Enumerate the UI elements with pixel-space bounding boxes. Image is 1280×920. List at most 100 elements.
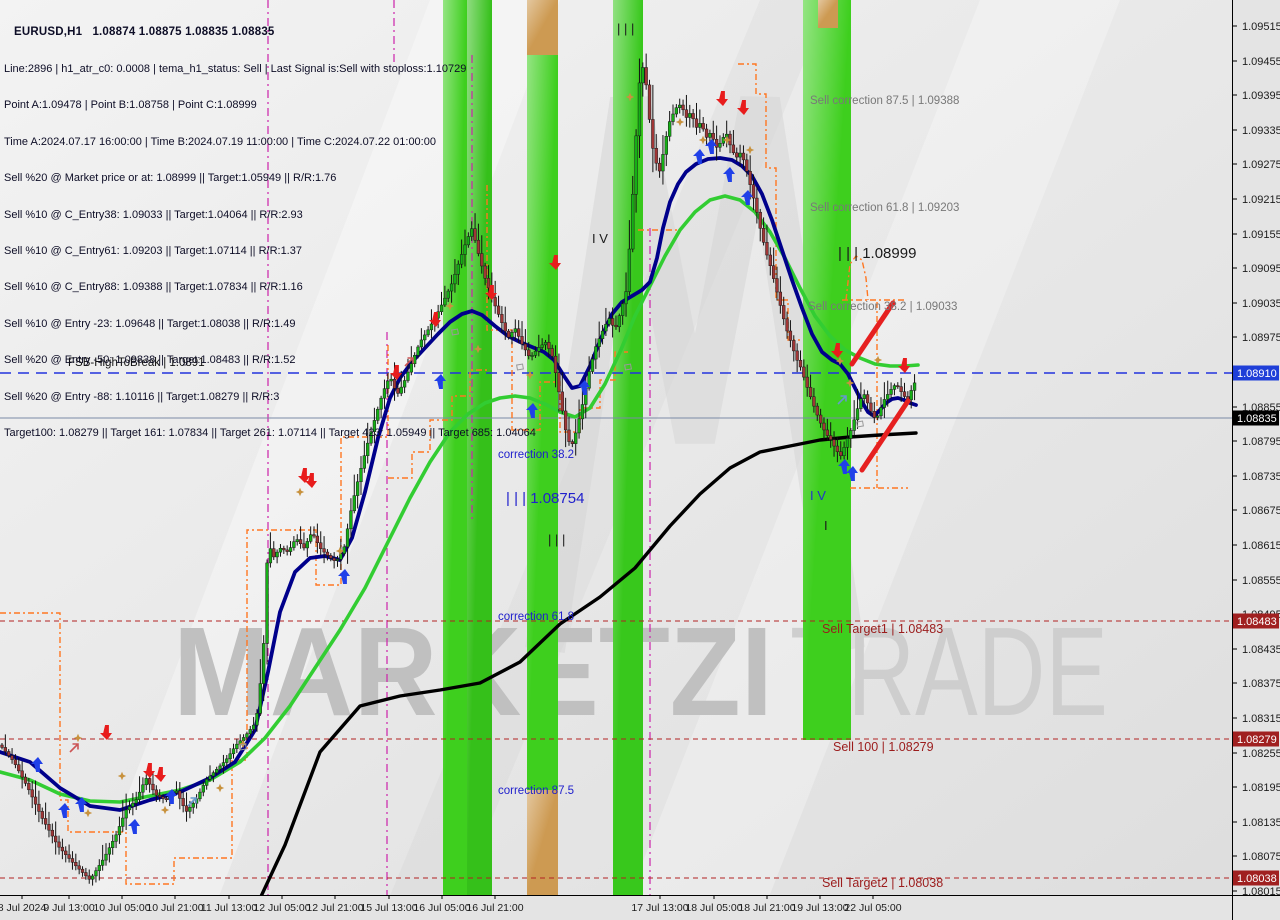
buy-arrow-icon — [165, 789, 178, 804]
star-marker-icon — [835, 356, 845, 366]
price-tag — [1233, 410, 1279, 426]
targets-line: Target100: 1.08279 || Target 161: 1.0783… — [4, 427, 536, 440]
price-axis[interactable] — [1232, 0, 1280, 920]
ma-green-medium — [0, 194, 920, 804]
sell-entry-50-line: Sell %20 @ Entry -50: 1.09838 || Target:… — [4, 354, 296, 367]
time-tick-label: 16 Jul 21:00 — [466, 902, 523, 914]
star-marker-icon — [873, 355, 883, 365]
chart-annotation: Sell 100 | 1.08279 — [833, 740, 934, 754]
buy-arrow-icon — [578, 380, 590, 395]
price-tick-label: 1.08555 — [1242, 575, 1280, 587]
time-axis[interactable] — [0, 895, 1232, 920]
sell-arrow-icon — [390, 365, 402, 380]
sell-arrow-icon — [100, 725, 112, 740]
symbol-ohlc-line: EURUSD,H1 1.08874 1.08875 1.08835 1.0883… — [14, 26, 275, 39]
time-tick-label: 8 Jul 2024 — [0, 902, 46, 914]
flag-glyph-icon — [239, 743, 247, 751]
sell-entry38-line: Sell %10 @ C_Entry38: 1.09033 || Target:… — [4, 208, 303, 221]
ma-black-slow — [248, 431, 918, 920]
sell-entry-23-line: Sell %10 @ Entry -23: 1.09648 || Target:… — [4, 317, 296, 330]
flag-glyph-icon — [856, 420, 864, 428]
star-marker-icon — [675, 117, 685, 127]
hollow-arrow-icon — [404, 357, 414, 367]
time-tick-label: 10 Jul 05:00 — [93, 902, 150, 914]
price-tag — [1233, 731, 1279, 747]
star-marker-icon — [698, 135, 708, 145]
signal-status-line: Line:2896 | h1_atr_c0: 0.0008 | tema_h1_… — [4, 62, 467, 75]
chart-annotation: | | | — [617, 21, 634, 36]
price-tag-label: 1.08279 — [1237, 734, 1277, 746]
buy-arrow-icon — [526, 403, 538, 418]
time-tick-label: 18 Jul 05:00 — [685, 902, 742, 914]
flag-glyph-icon — [516, 363, 524, 371]
flag-glyph-icon — [451, 328, 459, 336]
buy-arrow-icon — [75, 797, 87, 812]
price-tick-label: 1.08255 — [1242, 748, 1280, 760]
red-channel-lines — [849, 300, 911, 473]
buy-arrow-icon — [693, 149, 705, 164]
price-tick-label: 1.09395 — [1242, 90, 1280, 102]
chart-annotation: Sell Target1 | 1.08483 — [822, 622, 943, 636]
star-marker-icon — [445, 301, 455, 311]
chart-annotation: | | | — [548, 532, 565, 547]
time-tick-label: 15 Jul 13:00 — [360, 902, 417, 914]
star-marker-icon — [745, 145, 755, 155]
time-tick-label: 11 Jul 13:00 — [201, 902, 258, 914]
price-tick-label: 1.08135 — [1242, 817, 1280, 829]
chart-annotation: I V — [592, 231, 608, 246]
star-marker-icon — [525, 370, 535, 380]
price-tick-label: 1.09335 — [1242, 125, 1280, 137]
points-line: Point A:1.09478 | Point B:1.08758 | Poin… — [4, 99, 257, 112]
price-tag — [1233, 365, 1279, 381]
level-lines — [0, 372, 1232, 879]
price-tick-label: 1.08075 — [1242, 851, 1280, 863]
candles-layer — [0, 53, 917, 886]
price-tag — [1233, 613, 1279, 629]
buy-arrow-icon — [31, 757, 43, 772]
buy-arrow-icon — [58, 803, 70, 818]
star-marker-icon — [83, 808, 93, 818]
chart-annotation: I — [824, 518, 828, 533]
buy-arrow-icon — [434, 374, 446, 389]
price-tick-label: 1.09035 — [1242, 298, 1280, 310]
chart-annotations: Sell correction 87.5 | 1.09388 Sell corre… — [68, 21, 959, 890]
trend-channel-line — [849, 300, 896, 367]
time-tick-label: 19 Jul 13:00 — [791, 902, 848, 914]
star-marker-icon — [117, 771, 127, 781]
sell-arrow-icon — [143, 763, 156, 778]
hollow-arrow-icon — [187, 797, 197, 807]
star-marker-icon — [335, 546, 345, 556]
price-tick-label: 1.08735 — [1242, 471, 1280, 483]
price-tick-label: 1.09515 — [1242, 21, 1280, 33]
sell-market-line: Sell %20 @ Market price or at: 1.08999 |… — [4, 172, 337, 185]
time-tick-label: 9 Jul 13:00 — [43, 902, 95, 914]
signal-markers — [31, 91, 910, 834]
chart-annotation: Sell correction 87.5 | 1.09388 — [810, 95, 959, 107]
sell-entry88-line: Sell %10 @ C_Entry88: 1.09388 || Target:… — [4, 281, 303, 294]
star-marker-icon — [215, 783, 225, 793]
price-tick-label: 1.09095 — [1242, 263, 1280, 275]
price-tag-label: 1.08910 — [1237, 368, 1277, 380]
time-tick-label: 10 Jul 21:00 — [146, 902, 203, 914]
session-bands — [443, 0, 851, 895]
price-tick-label: 1.09455 — [1242, 56, 1280, 68]
sell-arrow-icon — [154, 767, 167, 782]
price-tick-label: 1.08435 — [1242, 644, 1280, 656]
sell-entry61-line: Sell %10 @ C_Entry61: 1.09203 || Target:… — [4, 245, 302, 258]
buy-arrow-icon — [846, 466, 858, 481]
price-tick-label: 1.08015 — [1242, 886, 1280, 898]
price-tick-label: 1.09215 — [1242, 194, 1280, 206]
price-tick-label: 1.08795 — [1242, 436, 1280, 448]
price-tag-label: 1.08483 — [1237, 616, 1277, 628]
price-tick-label: 1.09155 — [1242, 229, 1280, 241]
logo-m-watermark — [525, 96, 865, 654]
star-marker-icon — [295, 487, 305, 497]
chart-annotation: correction 61.8 — [498, 611, 574, 623]
price-tick-label: 1.08375 — [1242, 678, 1280, 690]
time-tick-label: 16 Jul 05:00 — [413, 902, 470, 914]
buy-arrow-icon — [128, 819, 141, 834]
hollow-arrow-icon — [837, 395, 847, 405]
